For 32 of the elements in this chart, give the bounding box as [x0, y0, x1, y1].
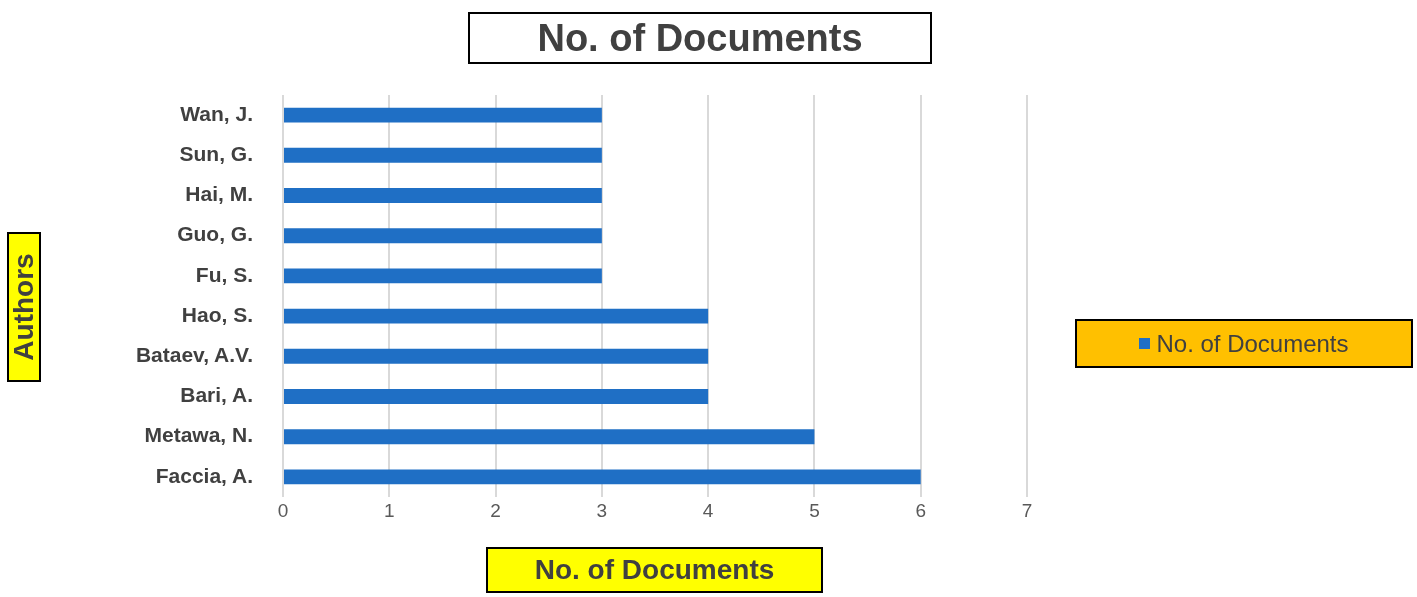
x-tick-label: 3	[596, 499, 608, 521]
x-tick-label: 6	[915, 499, 926, 521]
x-tick-label: 5	[809, 499, 820, 521]
y-axis-title: Authors	[8, 253, 40, 361]
bar	[284, 147, 602, 163]
bar	[284, 348, 709, 364]
bar	[284, 228, 602, 244]
legend-label: No. of Documents	[1156, 329, 1349, 358]
y-tick-label: Sun, G.	[179, 142, 253, 166]
x-tick-label: 0	[277, 499, 289, 521]
bar	[284, 188, 602, 203]
y-tick-label: Hai, M.	[185, 182, 253, 206]
y-tick-label: Bataev, A.V.	[135, 343, 253, 367]
y-tick-label: Faccia, A.	[155, 463, 253, 487]
x-tick-label: 2	[490, 499, 501, 521]
chart-title: No. of Documents	[468, 12, 932, 64]
x-tick-label: 1	[384, 499, 395, 521]
y-tick-label: Wan, J.	[180, 101, 253, 125]
bar	[284, 429, 815, 445]
bar	[284, 107, 602, 123]
y-tick-label: Metawa, N.	[144, 423, 253, 447]
bar	[284, 268, 602, 284]
x-tick-label: 7	[1021, 499, 1033, 521]
x-tick-label: 4	[702, 499, 714, 521]
bar	[284, 308, 709, 324]
x-axis-title: No. of Documents	[486, 547, 823, 593]
bar	[284, 389, 709, 404]
y-tick-label: Bari, A.	[180, 383, 253, 407]
y-tick-label: Guo, G.	[177, 222, 253, 246]
y-tick-label: Hao, S.	[181, 302, 253, 326]
y-tick-label: Fu, S.	[195, 262, 253, 286]
bar	[284, 469, 921, 485]
